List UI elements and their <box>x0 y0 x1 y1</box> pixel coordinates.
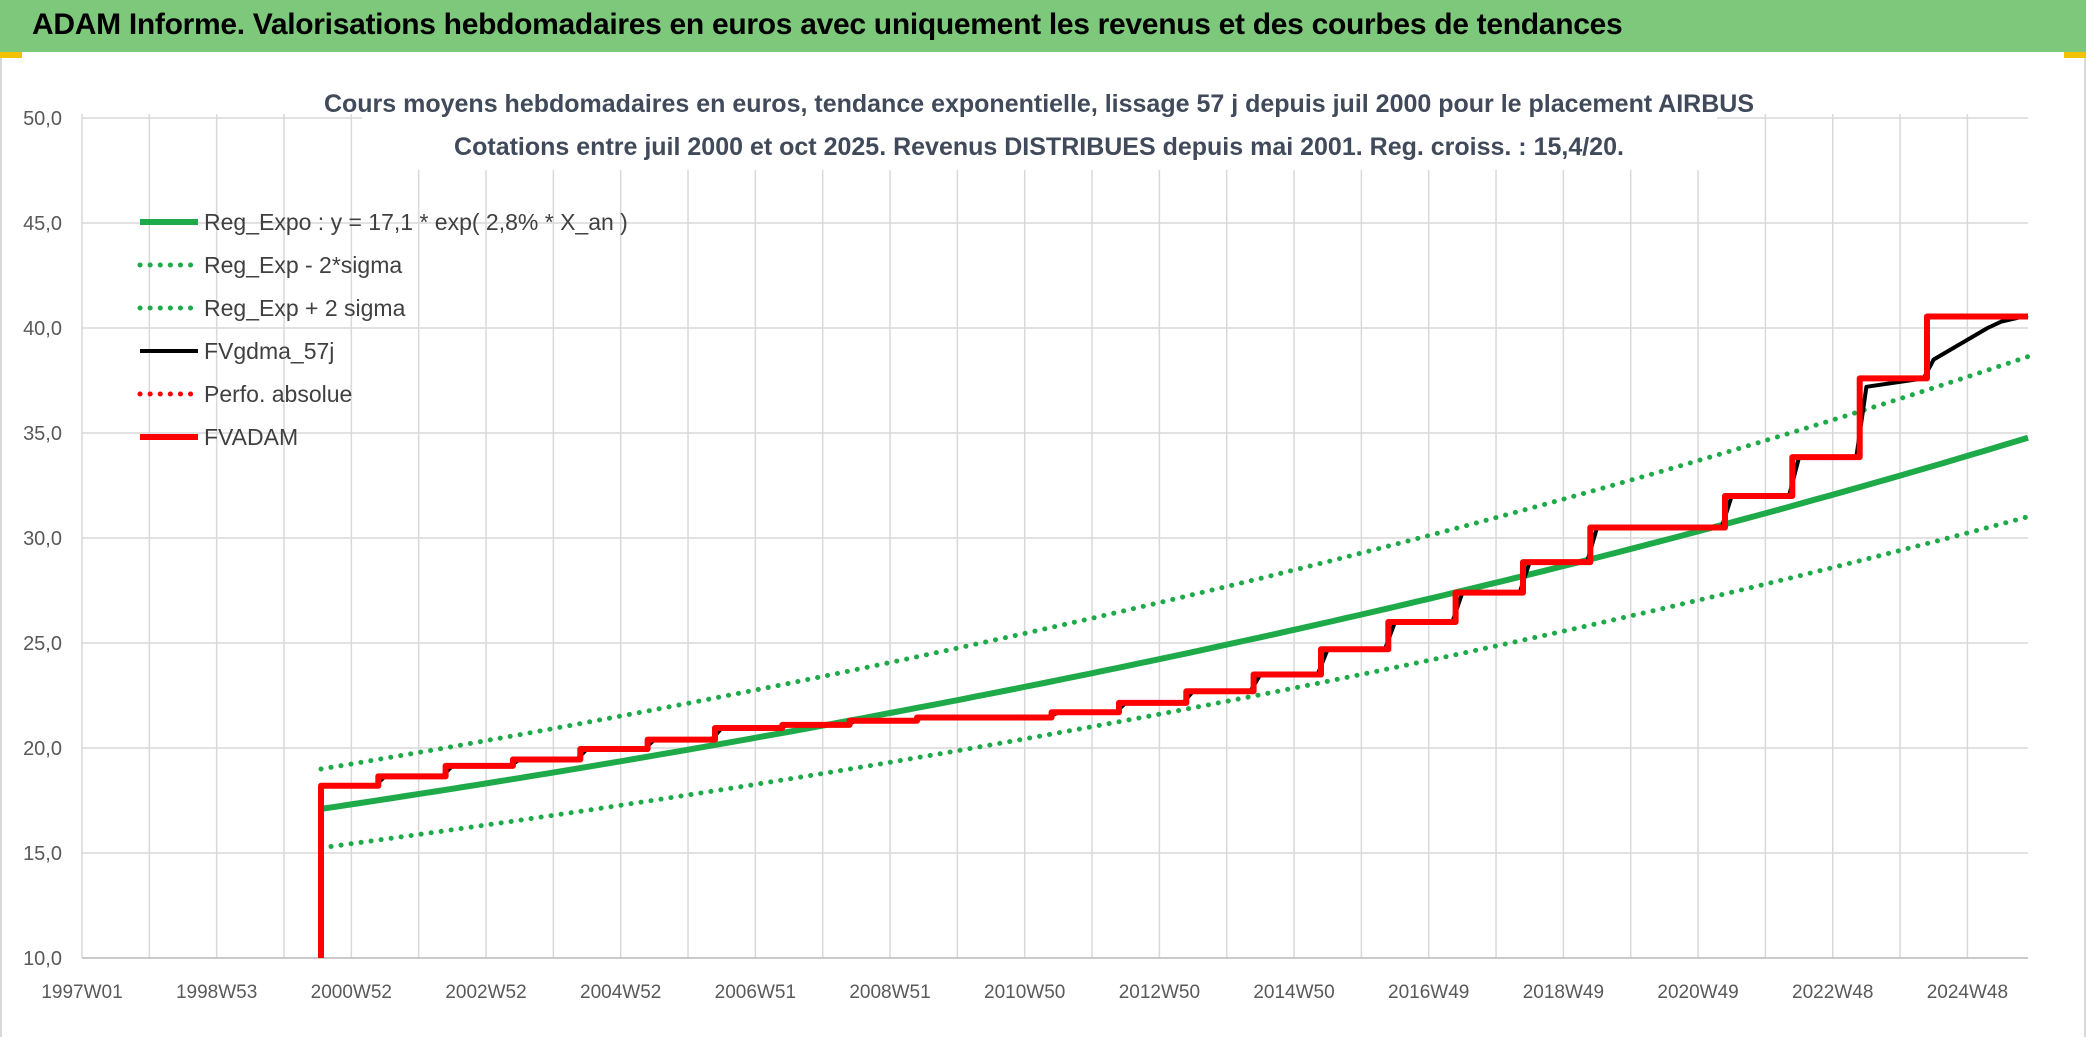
x-tick-label: 2022W48 <box>1792 982 1873 1003</box>
corner-marker-right <box>2064 52 2086 58</box>
chart-title-line-2: Cotations entre juil 2000 et oct 2025. R… <box>454 133 1624 161</box>
legend-label: Reg_Exp + 2 sigma <box>204 295 406 321</box>
x-tick-label: 2024W48 <box>1927 982 2008 1003</box>
x-tick-label: 2010W50 <box>984 982 1065 1003</box>
x-tick-label: 2004W52 <box>580 982 661 1003</box>
y-tick-label: 40,0 <box>23 318 62 340</box>
y-tick-label: 45,0 <box>23 213 62 235</box>
x-tick-label: 2006W51 <box>715 982 796 1003</box>
chart-title-line-1: Cours moyens hebdomadaires en euros, ten… <box>324 90 1754 118</box>
axes: 10,0 15,0 20,0 25,0 30,0 35,0 40,0 45,0 50,0 1997… <box>23 108 2028 1003</box>
x-tick-label: 1997W01 <box>41 982 122 1003</box>
y-tick-label: 50,0 <box>23 108 62 130</box>
chart-panel: 10,0 15,0 20,0 25,0 30,0 35,0 40,0 45,0 50,0 1997… <box>0 58 2086 1037</box>
corner-marker-left <box>0 52 22 58</box>
y-tick-label: 15,0 <box>23 843 62 865</box>
x-tick-label: 2002W52 <box>445 982 526 1003</box>
legend-label: FVADAM <box>204 424 298 450</box>
report-banner: ADAM Informe. Valorisations hebdomadaire… <box>0 0 2086 55</box>
x-tick-label: 2016W49 <box>1388 982 1469 1003</box>
x-tick-label: 2014W50 <box>1253 982 1334 1003</box>
legend: Reg_Expo : y = 17,1 * exp( 2,8% * X_an )… <box>137 209 628 450</box>
chart-title-group: Cours moyens hebdomadaires en euros, ten… <box>324 84 1754 170</box>
series-lines <box>318 313 2031 958</box>
x-tick-label: 1998W53 <box>176 982 257 1003</box>
legend-label: Perfo. absolue <box>204 381 352 407</box>
x-tick-label: 2018W49 <box>1523 982 1604 1003</box>
legend-label: FVgdma_57j <box>204 338 334 364</box>
y-tick-label: 25,0 <box>23 633 62 655</box>
chart-title-background <box>362 84 1717 170</box>
legend-label: Reg_Expo : y = 17,1 * exp( 2,8% * X_an ) <box>204 209 628 235</box>
line-chart: 10,0 15,0 20,0 25,0 30,0 35,0 40,0 45,0 50,0 1997… <box>23 84 2031 1003</box>
x-tick-label: 2000W52 <box>311 982 392 1003</box>
series-line-reg-exp-2-sigma <box>318 354 2031 772</box>
x-tick-label: 2020W49 <box>1657 982 1738 1003</box>
series-line-fvgdma-57j <box>321 313 2029 788</box>
y-tick-label: 10,0 <box>23 948 62 970</box>
y-tick-label: 20,0 <box>23 738 62 760</box>
series-line-reg-exp-2-sigma <box>318 514 2031 851</box>
x-tick-label: 2012W50 <box>1119 982 1200 1003</box>
series-line-reg-expo-y-17-1-exp-2-8-x-an <box>320 434 2029 812</box>
gridlines <box>81 114 2028 959</box>
legend-label: Reg_Exp - 2*sigma <box>204 252 402 278</box>
series-line-fvadam <box>318 313 2028 958</box>
report-title: ADAM Informe. Valorisations hebdomadaire… <box>32 8 1623 41</box>
x-tick-label: 2008W51 <box>849 982 930 1003</box>
y-tick-label: 30,0 <box>23 528 62 550</box>
y-tick-label: 35,0 <box>23 423 62 445</box>
